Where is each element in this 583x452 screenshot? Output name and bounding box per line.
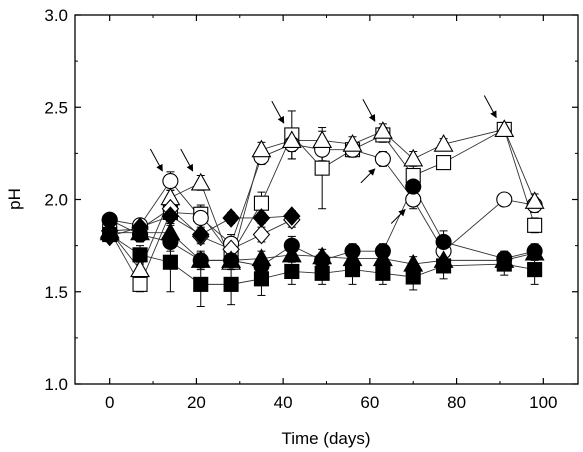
data-point-circle: [192, 209, 209, 226]
data-point-triangle: [130, 259, 150, 278]
data-point-circle: [435, 233, 452, 250]
data-point-triangle: [281, 244, 302, 263]
data-point-triangle: [221, 250, 242, 268]
data-point-square: [193, 276, 209, 292]
annotation-arrow: [362, 98, 376, 122]
y-tick-label: 2.5: [44, 98, 68, 117]
data-point-diamond: [252, 208, 271, 228]
data-point-triangle: [312, 130, 333, 149]
data-point-square: [162, 254, 178, 270]
annotation-arrow: [360, 168, 376, 184]
data-point-diamond: [192, 224, 210, 245]
data-point-circle: [374, 150, 391, 167]
data-point-triangle: [281, 130, 302, 149]
y-tick-label: 2.0: [44, 191, 68, 210]
data-point-circle: [162, 173, 179, 190]
data-point-triangle: [524, 242, 545, 261]
data-point-triangle: [190, 250, 211, 268]
y-axis-label: pH: [5, 188, 24, 210]
x-axis-label: Time (days): [281, 429, 370, 448]
data-point-triangle: [342, 248, 363, 267]
data-point-triangle: [524, 191, 545, 209]
annotation-arrow: [390, 209, 406, 224]
data-point-triangle: [494, 250, 515, 268]
data-point-square: [132, 247, 148, 263]
data-point-square: [436, 155, 452, 171]
data-point-square: [253, 195, 270, 211]
data-point-triangle: [403, 253, 424, 272]
data-point-triangle: [251, 139, 272, 158]
data-point-triangle: [251, 248, 272, 267]
data-point-diamond: [131, 217, 149, 238]
data-point-triangle: [342, 134, 363, 152]
data-point-triangle: [433, 134, 454, 152]
data-point-diamond: [283, 206, 301, 226]
annotation-arrow: [180, 148, 194, 172]
data-point-triangle: [372, 121, 393, 139]
data-point-triangle: [403, 148, 424, 167]
annotation-arrow: [483, 95, 497, 119]
data-point-square: [527, 217, 543, 233]
data-point-diamond: [252, 224, 271, 245]
data-point-square: [405, 269, 421, 285]
annotation-arrow: [271, 100, 285, 124]
data-point-square: [375, 265, 391, 281]
x-tick-label: 100: [529, 393, 557, 412]
data-point-square: [284, 263, 300, 280]
x-tick-label: 20: [187, 393, 206, 412]
data-point-square: [527, 262, 543, 278]
annotation-arrow: [149, 148, 163, 172]
data-point-square: [314, 160, 330, 176]
data-point-circle: [405, 178, 422, 195]
data-point-triangle: [312, 246, 333, 265]
x-tick-label: 0: [105, 393, 114, 412]
y-tick-label: 1.0: [44, 375, 68, 394]
data-point-diamond: [161, 206, 180, 226]
data-point-triangle: [372, 248, 393, 267]
data-point-square: [223, 276, 239, 292]
x-tick-label: 60: [360, 393, 379, 412]
y-tick-label: 1.5: [44, 283, 68, 302]
data-point-circle: [496, 191, 513, 208]
data-point-triangle: [160, 222, 181, 241]
data-point-diamond: [222, 208, 240, 228]
data-point-diamond: [100, 226, 119, 247]
x-tick-label: 80: [447, 393, 466, 412]
data-point-triangle: [190, 172, 211, 191]
data-point-triangle: [433, 250, 454, 268]
y-tick-label: 3.0: [44, 6, 68, 25]
x-tick-label: 40: [274, 393, 293, 412]
data-point-square: [132, 276, 148, 292]
data-point-triangle: [494, 119, 515, 137]
